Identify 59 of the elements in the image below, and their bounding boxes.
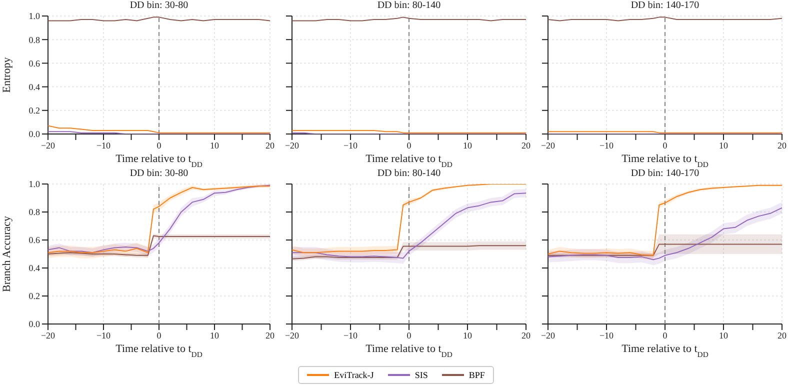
x-tick-label: 20	[266, 330, 275, 340]
x-tick-label: −20	[540, 140, 556, 150]
x-tick-label: −20	[284, 330, 300, 340]
chart-title: DD bin: 140-170	[630, 168, 700, 179]
x-axis-title: Time relative to t$_{DD}$	[622, 153, 709, 168]
chart-title: DD bin: 80-140	[376, 168, 442, 179]
y-tick-label: 1.0	[28, 11, 40, 22]
x-tick-label: −10	[343, 140, 358, 150]
x-axis-title: Time relative to t$_{DD}$	[622, 343, 709, 358]
x-tick-label: 0	[156, 140, 162, 150]
legend-label: SIS	[414, 370, 428, 380]
x-tick-label: 10	[719, 330, 728, 340]
x-tick-label: 20	[266, 140, 275, 150]
x-tick-label: −10	[96, 140, 112, 150]
chart-title: DD bin: 30-80	[128, 0, 190, 11]
chart-title: DD bin: 140-170	[630, 0, 700, 11]
y-tick-label: 0.6	[28, 235, 40, 246]
x-tick-label: 20	[778, 140, 787, 150]
legend-label: BPF	[468, 370, 485, 380]
x-tick-label: 0	[406, 140, 412, 150]
x-tick-label: −20	[284, 140, 300, 150]
y-axis-title: Branch Accuracy	[1, 215, 13, 292]
x-tick-label: −10	[96, 330, 112, 340]
y-axis-title: Entropy	[1, 56, 13, 93]
x-tick-label: −10	[599, 140, 614, 150]
x-tick-label: 20	[522, 140, 531, 150]
x-axis-title: Time relative to t$_{DD}$	[116, 153, 203, 168]
y-tick-label: 0.0	[28, 129, 40, 140]
x-tick-label: 20	[778, 330, 787, 340]
x-axis-title: Time relative to t$_{DD}$	[366, 343, 453, 358]
y-tick-label: 0.8	[28, 207, 40, 218]
chart-title: DD bin: 80-140	[376, 0, 442, 11]
chart-title: DD bin: 30-80	[128, 168, 190, 179]
y-tick-label: 1.0	[28, 179, 40, 190]
y-tick-label: 0.0	[28, 319, 40, 330]
y-tick-label: 0.4	[28, 82, 40, 92]
y-tick-label: 0.2	[28, 106, 40, 116]
x-tick-label: 0	[406, 330, 412, 340]
x-tick-label: −10	[599, 330, 614, 340]
x-tick-label: −20	[40, 140, 56, 150]
x-tick-label: 10	[210, 140, 220, 150]
x-tick-label: 0	[662, 140, 668, 150]
x-tick-label: 10	[463, 330, 472, 340]
x-tick-label: 0	[156, 330, 162, 340]
x-tick-label: 10	[210, 330, 220, 340]
legend-label: EviTrack-J	[334, 370, 374, 380]
y-tick-label: 0.6	[28, 58, 40, 68]
x-tick-label: −20	[540, 330, 556, 340]
y-tick-label: 0.4	[28, 263, 40, 274]
x-tick-label: −10	[343, 330, 358, 340]
x-tick-label: 10	[463, 140, 472, 150]
x-tick-label: 20	[522, 330, 531, 340]
x-axis-title: Time relative to t$_{DD}$	[366, 153, 453, 168]
x-tick-label: −20	[40, 330, 56, 340]
x-axis-title: Time relative to t$_{DD}$	[116, 343, 203, 358]
x-tick-label: 10	[719, 140, 728, 150]
y-tick-label: 0.2	[28, 291, 40, 302]
x-tick-label: 0	[662, 330, 668, 340]
y-tick-label: 0.8	[28, 34, 40, 45]
